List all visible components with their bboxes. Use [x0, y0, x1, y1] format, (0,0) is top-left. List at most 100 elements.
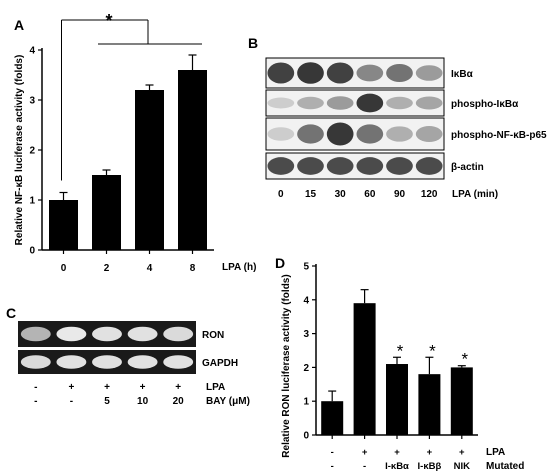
gel-c-band	[56, 326, 87, 342]
blot-b-band	[356, 157, 384, 175]
blot-b-band	[297, 157, 324, 175]
blot-b-band	[297, 62, 324, 84]
blot-b-strip	[265, 117, 445, 151]
blot-b-time-label: 60	[364, 189, 376, 200]
gel-c-bay-cell: 20	[173, 396, 185, 407]
blot-b-band	[356, 93, 384, 113]
chart-d-ytick-label: 3	[303, 329, 309, 340]
chart-d-bar	[450, 367, 473, 435]
chart-a-xtick-label: 4	[147, 263, 153, 274]
blot-b-band	[386, 157, 413, 175]
gel-c-band	[20, 326, 51, 342]
chart-d-bar	[418, 374, 441, 435]
gel-c-bay-cell: 5	[104, 396, 110, 407]
chart-d-ylabel: Relative RON luciferase activity (folds)	[281, 274, 292, 457]
blot-b-strip	[265, 89, 445, 117]
blot-b-band	[386, 96, 413, 110]
chart-a-ytick-label: 1	[29, 196, 35, 207]
blot-b-band	[415, 65, 443, 81]
gel-c-bay-cell: -	[70, 396, 73, 407]
blot-b-band-label: phospho-IκBα	[451, 99, 519, 110]
chart-d-ytick-label: 2	[303, 363, 309, 374]
gel-c-band	[163, 326, 194, 342]
chart-a-bar	[92, 175, 121, 250]
gel-c-lpa-cell: -	[34, 382, 37, 393]
blot-b-time-label: 90	[394, 189, 406, 200]
chart-d-ytick-label: 0	[303, 431, 309, 442]
blot-b-band	[415, 96, 443, 110]
chart-d-mutated-cell: -	[331, 461, 334, 472]
gel-c-lpa-cell: +	[68, 382, 74, 393]
chart-d-lpa-cell: -	[331, 447, 334, 458]
blot-b-band	[415, 157, 443, 175]
chart-d-ytick-label: 4	[303, 295, 309, 306]
blot-b-band	[326, 122, 354, 146]
blot-b-band	[326, 62, 354, 84]
chart-d-significance-marker: *	[461, 350, 468, 369]
chart-d-ytick-label: 1	[303, 397, 309, 408]
chart-a-bar	[135, 90, 164, 250]
blot-b-strip	[265, 152, 445, 180]
gel-c-bay-label: BAY (μM)	[206, 396, 250, 407]
gel-c-lpa-cell: +	[175, 382, 181, 393]
blot-b-band	[267, 127, 295, 141]
blot-b-xlabel: LPA (min)	[452, 189, 498, 200]
chart-d-lpa-cell: +	[427, 447, 433, 458]
blot-b-band	[267, 157, 295, 175]
chart-a-ytick-label: 4	[29, 46, 35, 57]
chart-a-bar	[49, 200, 78, 250]
gel-c-band	[20, 355, 51, 369]
gel-c-band-label: RON	[202, 330, 224, 341]
blot-b-band-label: β-actin	[451, 162, 484, 173]
chart-a-ytick-label: 3	[29, 96, 35, 107]
blot-b-band	[356, 64, 384, 82]
blot-b-band	[326, 157, 354, 175]
chart-a-bar	[178, 70, 207, 250]
chart-a-ytick-label: 2	[29, 146, 35, 157]
gel-c-bay-cell: -	[34, 396, 37, 407]
gel-c-lpa-cell: +	[104, 382, 110, 393]
chart-d-bar	[353, 303, 376, 435]
gel-c-band	[92, 326, 122, 342]
gel-c-bay-cell: 10	[137, 396, 149, 407]
blot-b-band	[415, 126, 443, 142]
chart-d-mutated-cell: NIK	[454, 461, 471, 472]
gel-c-band	[163, 355, 194, 369]
gel-c-lpa-label: LPA	[206, 382, 225, 393]
blot-b-band	[386, 126, 413, 142]
chart-a-ylabel: Relative NF-κB luciferase activity (fold…	[14, 55, 25, 246]
blot-b-band	[386, 64, 413, 82]
chart-d-mutated-label: Mutated	[486, 461, 524, 472]
gel-c: RON GAPDH - + + + + - - 5 10 20 LPA BAY (μM)	[18, 321, 250, 407]
chart-d-bar	[386, 364, 408, 435]
chart-a: Relative NF-κB luciferase activity (fold…	[14, 11, 256, 274]
chart-a-xlabel: LPA (h)	[222, 262, 256, 273]
chart-a-xtick-label: 2	[104, 263, 110, 274]
panel-label-a: A	[14, 17, 24, 33]
gel-c-band-label: GAPDH	[202, 358, 238, 369]
chart-d-lpa-cell: +	[362, 447, 368, 458]
gel-c-band	[92, 355, 122, 369]
chart-d-mutated-cell: I-κBα	[385, 461, 409, 472]
panel-label-d: D	[275, 255, 285, 271]
chart-d: Relative RON luciferase activity (folds)…	[281, 262, 524, 473]
blot-b-time-label: 30	[335, 189, 347, 200]
chart-d-ytick-label: 5	[303, 262, 309, 273]
chart-a-ytick-label: 0	[29, 246, 35, 257]
blot-b-time-label: 120	[421, 189, 438, 200]
chart-d-mutated-cell: -	[363, 461, 366, 472]
chart-d-lpa-label: LPA	[486, 447, 505, 458]
blot-b-band	[326, 96, 354, 110]
blot-b-time-label: 15	[305, 189, 317, 200]
chart-d-mutated-cell: I-κBβ	[418, 461, 442, 472]
chart-d-bar	[321, 401, 344, 435]
blot-b-band	[267, 97, 295, 109]
chart-d-lpa-cell: +	[459, 447, 465, 458]
chart-d-lpa-cell: +	[394, 447, 400, 458]
gel-c-band	[56, 355, 87, 369]
blot-b-strip	[265, 57, 445, 89]
blot-b-band	[297, 96, 324, 110]
chart-a-xtick-label: 8	[190, 263, 196, 274]
blot-b-band-label: phospho-NF-κB-p65	[451, 130, 547, 141]
